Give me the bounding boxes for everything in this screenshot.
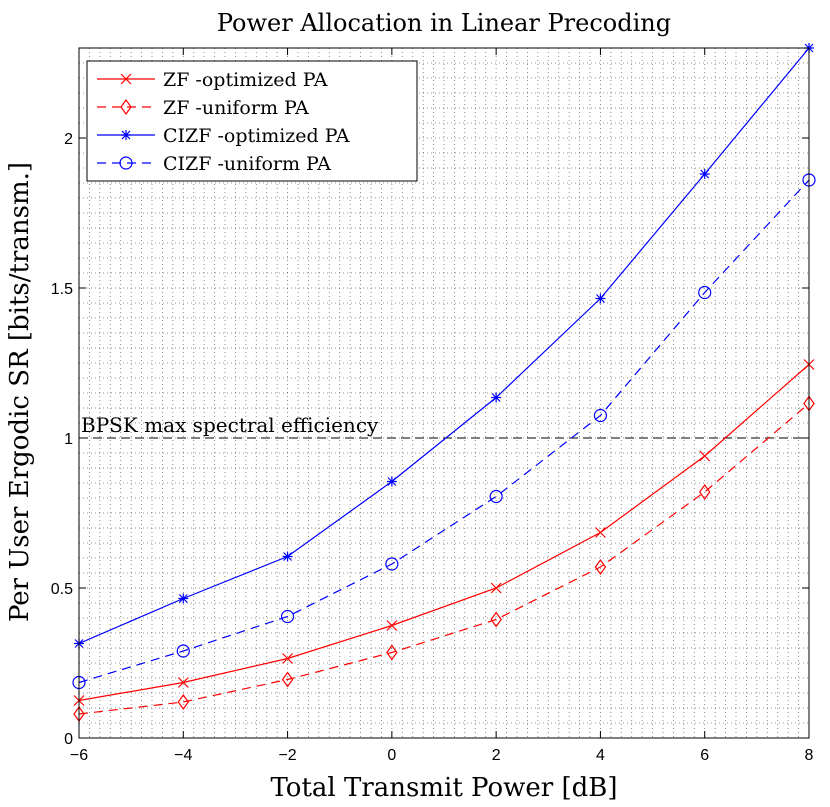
data-point-zf-optimized-pa [699,450,711,462]
data-point-zf-optimized-pa [177,677,189,688]
data-point-cizf-optimized-pa [386,476,397,487]
data-point-cizf-optimized-pa [699,169,710,179]
data-point-cizf-optimized-pa [282,551,293,562]
bpsk-reference-label: BPSK max spectral efficiency [81,413,379,437]
data-point-cizf-uniform-pa [593,408,608,423]
legend-label-zf-uniform-pa: ZF -uniform PA [163,97,309,119]
reference-line-group: BPSK max spectral efficiency [79,413,809,439]
data-point-zf-uniform-pa [177,693,190,711]
x-tick-label: 8 [805,747,814,764]
data-point-cizf-uniform-pa [280,609,295,624]
x-tick-label: −6 [70,747,88,764]
x-tick-label: 2 [492,747,501,764]
data-point-cizf-optimized-pa [178,593,189,604]
legend-marker-zf-uniform-pa [120,98,132,116]
data-point-zf-optimized-pa [282,653,293,664]
y-axis-label: Per User Ergodic SR [bits/transm.] [5,162,35,622]
data-point-zf-optimized-pa [386,620,398,631]
legend: ZF -optimized PA ZF -uniform PA CIZF -opti… [86,60,418,182]
data-point-cizf-uniform-pa [489,489,503,504]
data-point-zf-uniform-pa [594,558,607,576]
series-line-cizf-optimized-pa [78,47,810,645]
data-point-cizf-optimized-pa [491,392,502,403]
x-tick-label: 4 [596,747,605,764]
series-line-zf-optimized-pa [78,364,810,702]
legend-label-cizf-uniform-pa: CIZF -uniform PA [163,153,331,175]
legend-label-cizf-optimized-pa: CIZF -optimized PA [163,125,350,147]
series-group [72,43,816,723]
data-point-zf-uniform-pa [386,644,398,661]
x-tick-label: 0 [387,747,396,764]
legend-label-zf-optimized-pa: ZF -optimized PA [163,69,328,91]
legend-box [86,60,418,182]
data-point-cizf-uniform-pa [176,644,190,658]
data-point-zf-optimized-pa [490,582,502,594]
legend-marker-cizf-uniform-pa [119,156,133,170]
legend-marker-cizf-optimized-pa [121,130,131,140]
axes: −6 −4 −2 0 2 4 6 8 0 0.5 1 1.5 2 [51,48,814,764]
chart-title: Power Allocation in Linear Precoding [217,9,671,37]
y-tick-label: 0 [64,731,73,748]
y-tick-label: 1 [64,431,73,448]
series-line-cizf-uniform-pa [78,179,810,684]
y-tick-label: 0.5 [51,581,73,598]
legend-marker-zf-optimized-pa [120,73,132,85]
data-point-cizf-uniform-pa [385,557,399,571]
y-tick-label: 1.5 [51,281,73,298]
series-line-zf-uniform-pa [78,403,810,715]
y-tick-label: 2 [64,131,73,148]
plot-frame [78,47,810,739]
data-point-zf-uniform-pa [698,483,711,501]
x-tick-label: −2 [278,747,296,764]
data-point-zf-uniform-pa [490,611,502,628]
data-point-zf-optimized-pa [595,527,606,538]
data-point-zf-uniform-pa [281,671,294,688]
x-axis-label: Total Transmit Power [dB] [270,773,617,803]
data-point-cizf-uniform-pa [698,285,712,300]
grid [79,48,809,738]
data-point-cizf-optimized-pa [595,293,606,304]
x-tick-label: 6 [700,747,709,764]
x-tick-label: −4 [174,747,192,764]
